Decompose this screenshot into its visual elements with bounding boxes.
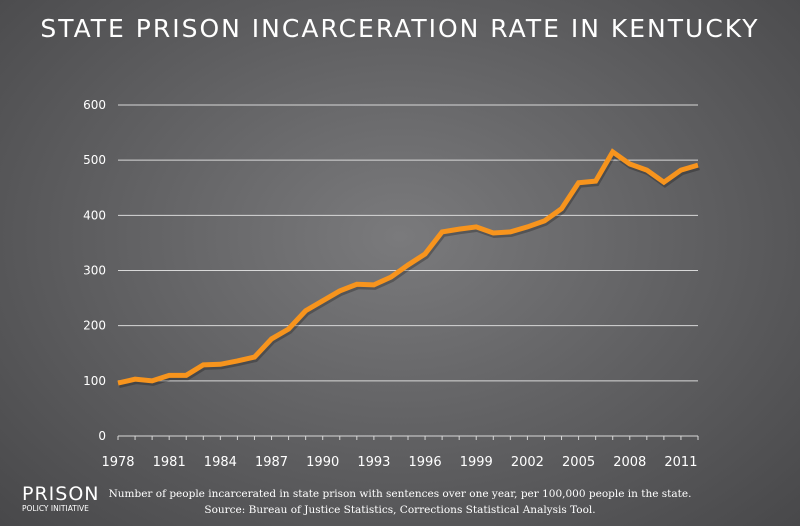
- x-tick-label: 1981: [153, 455, 186, 470]
- chart-title: STATE PRISON INCARCERATION RATE IN KENTU…: [40, 14, 760, 43]
- y-tick-label: 100: [83, 374, 106, 388]
- y-tick-label: 400: [83, 208, 106, 222]
- prison-policy-initiative-logo: PRISON POLICY INITIATIVE: [22, 485, 100, 514]
- y-tick-label: 300: [83, 264, 106, 278]
- x-tick-label: 1996: [409, 455, 442, 470]
- y-tick-label: 200: [83, 319, 106, 333]
- x-tick-label: 1999: [460, 455, 493, 470]
- y-tick-label: 600: [83, 98, 106, 112]
- x-tick-label: 1993: [357, 455, 390, 470]
- series-line-shadow: [118, 149, 700, 388]
- x-tick-label: 1990: [306, 455, 339, 470]
- source-text: Source: Bureau of Justice Statistics, Co…: [204, 504, 596, 516]
- caption-text: Number of people incarcerated in state p…: [108, 488, 692, 500]
- x-tick-label: 2011: [664, 455, 697, 470]
- y-tick-label: 500: [83, 153, 106, 167]
- logo-line-2: POLICY INITIATIVE: [22, 504, 89, 513]
- y-tick-label: 0: [98, 429, 106, 443]
- caption: Number of people incarcerated in state p…: [100, 486, 700, 518]
- x-tick-label: 1987: [255, 455, 288, 470]
- x-tick-label: 2005: [562, 455, 595, 470]
- series-line: [117, 148, 699, 386]
- x-tick-label: 1984: [204, 455, 237, 470]
- x-tick-label: 2002: [511, 455, 544, 470]
- x-tick-label: 1978: [101, 455, 134, 470]
- logo-line-1: PRISON: [22, 483, 100, 505]
- x-tick-label: 2008: [613, 455, 646, 470]
